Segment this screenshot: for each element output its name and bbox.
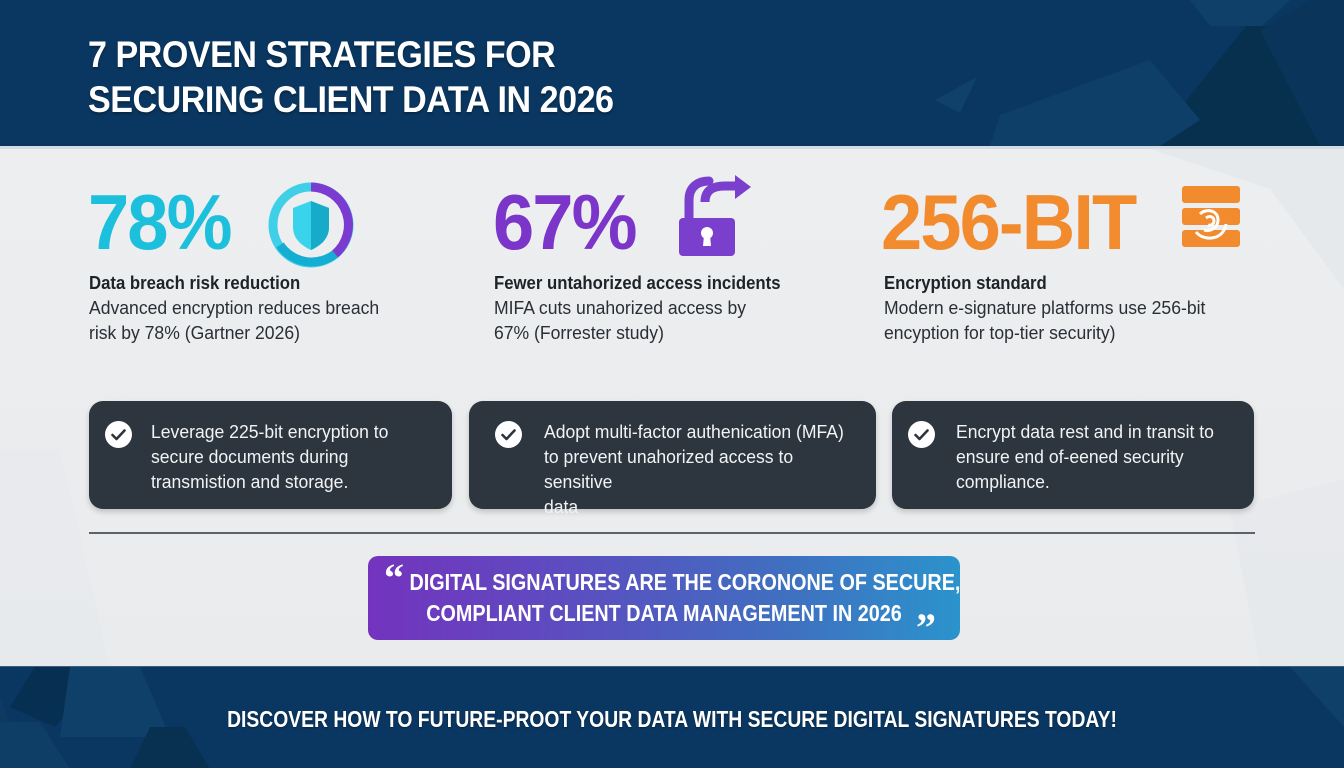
title-line-1: 7 PROVEN STRATEGIES FOR [88,34,556,75]
check-circle-icon [105,421,132,448]
stat-title: Data breach risk reduction [89,273,301,293]
background-shapes [0,149,1344,667]
stat-access-incidents: 67% [493,182,643,262]
stat-description: Advanced encryption reduces breach risk … [89,297,380,343]
open-quote-icon: “ [384,555,404,600]
stat-title: Encryption standard [884,273,1047,293]
stat-encryption-standard: 256-BIT [881,182,1149,262]
stat-description: Modern e-signature platforms use 256-bit… [884,297,1206,343]
title-line-2: SECURING CLIENT DATA IN 2026 [88,79,614,120]
page-title: 7 PROVEN STRATEGIES FOR SECURING CLIENT … [88,32,614,122]
close-quote-icon: ” [916,605,936,650]
check-circle-icon [908,421,935,448]
check-circle-icon [495,421,522,448]
footer-banner: DISCOVER HOW TO FUTURE-PROOT YOUR DATA W… [0,666,1344,768]
strategy-text: Leverage 225-bit encryption to secure do… [151,421,389,492]
stat-value: 67% [493,178,638,266]
shield-ring-icon [268,182,354,268]
decorative-polygons [0,667,1344,768]
stat-value: 78% [88,178,233,266]
stat-title: Fewer untahorized access incidents [494,273,781,293]
unlock-arrow-icon [679,175,751,256]
stat-description: MIFA cuts unahorized access by 67% (Forr… [494,297,747,343]
call-to-action: DISCOVER HOW TO FUTURE-PROOT YOUR DATA W… [227,706,1117,732]
main-content: 78% Data breach risk reduction Advanced … [0,149,1344,667]
strategy-text: Adopt multi-factor authenication (MFA) t… [544,421,844,517]
strategy-card-mfa: Adopt multi-factor authenication (MFA) t… [469,401,876,517]
server-encryption-icon [1182,186,1240,247]
quote-text: DIGITAL SIGNATURES ARE THE CORONONE OF S… [409,569,961,626]
quote-banner: “ DIGITAL SIGNATURES ARE THE CORONONE OF… [368,555,961,648]
header-divider [0,146,1344,149]
strategy-text: Encrypt data rest and in transit to ensu… [956,421,1214,492]
strategy-card-encryption: Leverage 225-bit encryption to secure do… [89,401,452,509]
strategy-card-transit: Encrypt data rest and in transit to ensu… [892,401,1254,509]
stat-breach-reduction: 78% [88,182,238,262]
header-banner: 7 PROVEN STRATEGIES FOR SECURING CLIENT … [0,0,1344,146]
stat-value: 256-BIT [881,178,1137,266]
decorative-polygons [935,0,1344,146]
section-divider [89,532,1255,534]
